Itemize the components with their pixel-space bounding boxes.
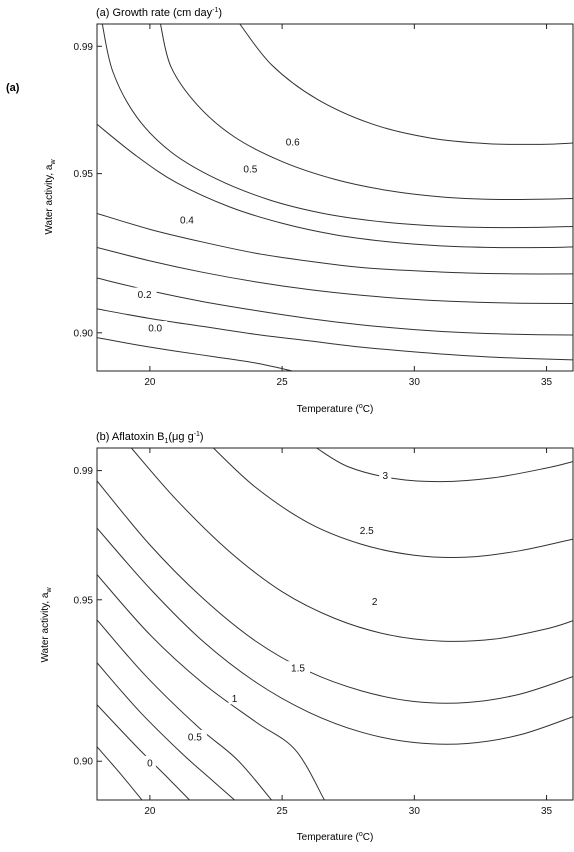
chart-b-ylabel: Water activity, aw bbox=[40, 587, 53, 663]
contour-a-8 bbox=[239, 24, 573, 145]
contour-a-1 bbox=[97, 308, 573, 361]
x-tick-label-b-3: 35 bbox=[541, 806, 553, 817]
contour-label-a-4: 0.4 bbox=[180, 215, 194, 226]
x-tick-label-a-0: 20 bbox=[144, 377, 156, 388]
x-tick-label-a-3: 35 bbox=[541, 377, 553, 388]
chart-b-frame bbox=[96, 447, 574, 801]
x-tick-label-a-1: 25 bbox=[277, 377, 289, 388]
x-tick-label-b-0: 20 bbox=[144, 806, 156, 817]
contour-a-2 bbox=[97, 277, 573, 336]
chart-b-title: (b) Aflatoxin B1(μg g-1) bbox=[96, 431, 204, 445]
contour-b-5 bbox=[97, 527, 573, 745]
contour-label-bg-a-4 bbox=[174, 212, 199, 226]
chart-a-ticks: 20 25 30 35 0.90 0.95 0.99 bbox=[74, 24, 553, 388]
contour-a-6 bbox=[101, 24, 573, 229]
contour-label-bg-b-4 bbox=[228, 691, 241, 705]
contour-b-7 bbox=[131, 448, 573, 642]
contour-a-3 bbox=[97, 246, 573, 305]
contour-a-7 bbox=[159, 24, 573, 201]
x-tick-label-b-1: 25 bbox=[277, 806, 289, 817]
contour-label-bg-b-8 bbox=[354, 523, 379, 537]
contour-label-bg-b-6 bbox=[285, 661, 310, 675]
contour-a-4 bbox=[97, 212, 573, 275]
x-tick-label-a-2: 30 bbox=[409, 377, 421, 388]
contour-b-9 bbox=[316, 448, 573, 483]
y-tick-label-a-0: 0.90 bbox=[74, 328, 94, 339]
y-tick-label-a-1: 0.95 bbox=[74, 169, 94, 180]
y-tick-label-b-2: 0.99 bbox=[74, 466, 94, 477]
contour-label-a-8: 0.6 bbox=[286, 137, 300, 148]
contour-b-0 bbox=[97, 746, 143, 800]
contour-label-b-1: 0 bbox=[147, 758, 153, 769]
contour-label-bg-b-3 bbox=[182, 730, 207, 744]
contour-b-8 bbox=[213, 448, 573, 558]
contour-label-bg-b-9 bbox=[379, 468, 392, 482]
contour-label-b-4: 1 bbox=[232, 694, 238, 705]
chart-a-xlabel: Temperature (oC) bbox=[297, 403, 374, 415]
contour-label-bg-a-8 bbox=[280, 134, 305, 148]
chart-b-ticks: 20 25 30 350.900.950.99 bbox=[74, 448, 553, 817]
contour-label-b-7: 2 bbox=[372, 597, 378, 608]
chart-b-xlabel: Temperature (oC) bbox=[297, 831, 374, 843]
chart-a-title: (a) Growth rate (cm day-1) bbox=[96, 7, 222, 19]
contour-label-b-8: 2.5 bbox=[360, 526, 374, 537]
contour-label-bg-a-0 bbox=[143, 321, 168, 335]
contour-a-0 bbox=[97, 337, 293, 371]
contour-label-a-2: 0.2 bbox=[138, 290, 152, 301]
contour-label-bg-a-2 bbox=[132, 287, 157, 301]
contour-b-3 bbox=[97, 619, 272, 800]
contour-label-b-3: 0.5 bbox=[188, 733, 202, 744]
contour-b-6 bbox=[97, 480, 573, 704]
chart-growth-rate: (a) Growth rate (cm day-1) 20 25 30 350.900… bbox=[44, 7, 574, 415]
chart-a-ylabel: Water activity, aw bbox=[44, 159, 57, 235]
contour-b-1 bbox=[97, 704, 190, 800]
contour-b-2 bbox=[97, 662, 235, 800]
contour-label-bg-b-1 bbox=[143, 755, 156, 769]
chart-aflatoxin: (b) Aflatoxin B1(μg g-1) 20 25 30 350.900.9… bbox=[40, 431, 574, 843]
y-tick-label-b-1: 0.95 bbox=[74, 595, 94, 606]
left-panel-label: (a) bbox=[6, 82, 20, 94]
contour-label-b-9: 3 bbox=[382, 471, 388, 482]
y-tick-label-b-0: 0.90 bbox=[74, 757, 94, 768]
chart-b-contours: 0 0.5 1 1.5 2 2.5 3 bbox=[97, 448, 573, 800]
chart-a-frame bbox=[96, 23, 574, 372]
contour-label-a-5: 0.5 bbox=[243, 164, 257, 175]
contour-a-5 bbox=[97, 123, 573, 249]
x-tick-label-b-2: 30 bbox=[409, 806, 421, 817]
contour-label-b-6: 1.5 bbox=[291, 664, 305, 675]
contour-label-bg-b-7 bbox=[368, 594, 381, 608]
chart-a-contours: 0.0 0.2 0.4 0.5 0.6 bbox=[97, 24, 573, 371]
contour-label-bg-a-5 bbox=[238, 161, 263, 175]
contour-b-4 bbox=[97, 574, 325, 800]
y-tick-label-a-2: 0.99 bbox=[74, 42, 94, 53]
contour-label-a-0: 0.0 bbox=[148, 324, 162, 335]
